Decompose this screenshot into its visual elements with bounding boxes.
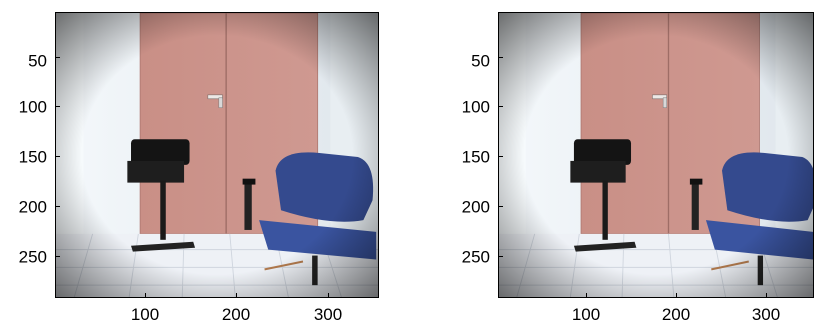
axes-frame <box>55 12 379 298</box>
x-tick-label: 300 <box>313 305 343 324</box>
y-tick-label: 250 <box>18 247 47 267</box>
y-tick-label: 100 <box>461 97 490 117</box>
y-tick-label: 50 <box>471 51 490 71</box>
x-tick-label: 100 <box>571 305 601 324</box>
x-tick-label: 100 <box>130 305 160 324</box>
y-tick-label: 150 <box>461 147 490 167</box>
y-tick-label: 100 <box>18 97 47 117</box>
room-photo <box>499 13 813 297</box>
x-tick-label: 200 <box>661 305 691 324</box>
y-tick-label: 250 <box>461 247 490 267</box>
room-photo <box>56 13 378 297</box>
y-tick-label: 150 <box>18 147 47 167</box>
y-tick-label: 200 <box>18 197 47 217</box>
image-panel-left <box>55 12 379 298</box>
axes-frame <box>498 12 814 298</box>
y-tick-label: 50 <box>28 51 47 71</box>
x-tick-label: 300 <box>751 305 781 324</box>
x-tick-label: 200 <box>221 305 251 324</box>
y-tick-label: 200 <box>461 197 490 217</box>
image-panel-right <box>498 12 814 298</box>
